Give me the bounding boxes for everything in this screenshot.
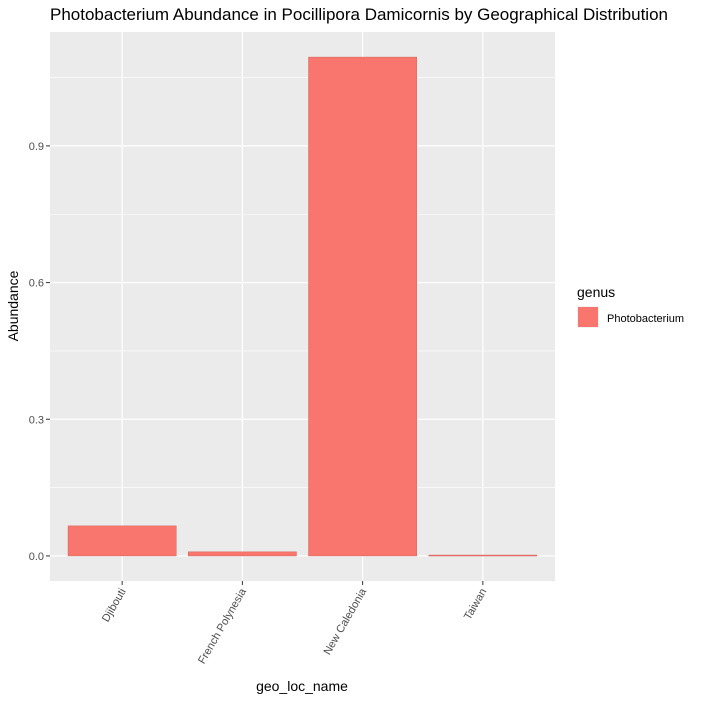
x-tick-label: New Caledonia <box>322 586 370 657</box>
legend-label: Photobacterium <box>607 313 684 325</box>
y-tick-label: 0.6 <box>29 278 44 290</box>
bar-djibouti <box>67 525 177 557</box>
legend-key-photobacterium <box>578 307 598 327</box>
bar-taiwan <box>428 554 538 557</box>
bars <box>67 56 538 557</box>
x-tick-label: French Polynesia <box>196 586 249 666</box>
y-axis-ticks: 0.0 0.3 0.6 0.9 <box>29 141 50 563</box>
legend-title: genus <box>577 284 615 300</box>
bar-new-caledonia <box>308 56 417 557</box>
bar-french-polynesia <box>188 551 297 557</box>
y-tick-label: 0.9 <box>29 141 44 153</box>
x-axis-ticks: Djibouti French Polynesia New Caledonia Tai… <box>100 581 489 666</box>
plot-panel <box>50 32 555 581</box>
x-axis-title: geo_loc_name <box>256 678 348 694</box>
y-tick-label: 0.0 <box>29 551 44 563</box>
chart-title: Photobacterium Abundance in Pocillipora … <box>50 5 668 24</box>
legend: genus Photobacterium <box>577 284 684 328</box>
y-tick-label: 0.3 <box>29 414 44 426</box>
y-axis-title: Abundance <box>5 270 21 341</box>
x-tick-label: Djibouti <box>100 587 129 625</box>
x-tick-label: Taiwan <box>462 587 490 623</box>
